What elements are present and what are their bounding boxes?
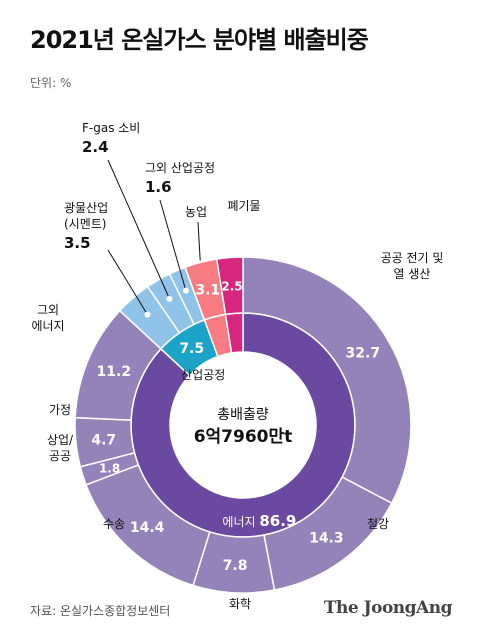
value-label-수송: 14.4 xyxy=(130,520,165,536)
center-label: 총배출량 xyxy=(217,407,269,423)
chart-title: 2021년 온실가스 분야별 배출비중 xyxy=(30,26,369,54)
inner-label-에너지: 에너지 86.9 xyxy=(222,512,296,530)
category-label-f-gas-소비: F-gas 소비 2.4 xyxy=(82,121,140,156)
leader-line-그외-산업공정 xyxy=(159,199,187,291)
svg-text:(시멘트): (시멘트) xyxy=(64,217,106,231)
svg-text:상업/: 상업/ xyxy=(47,433,74,447)
value-label-공공-전기-및-열-생산: 32.7 xyxy=(346,346,381,362)
value-label-그외-에너지: 11.2 xyxy=(97,364,132,380)
category-label-폐기물: 폐기물 xyxy=(227,199,260,213)
outer-slice-폐기물 xyxy=(215,256,244,316)
category-label-가정: 가정 xyxy=(49,403,71,417)
category-label-그외-산업공정: 그외 산업공정 1.6 xyxy=(145,161,215,196)
svg-text:F-gas 소비: F-gas 소비 xyxy=(82,121,140,135)
svg-text:가정: 가정 xyxy=(49,403,71,417)
category-label-광물산업-시멘트: 광물산업 (시멘트) 3.5 xyxy=(64,201,108,252)
center-value: 6억7960만t xyxy=(194,427,293,447)
svg-text:에너지: 에너지 xyxy=(31,319,64,333)
svg-text:폐기물: 폐기물 xyxy=(227,199,260,213)
category-label-수송: 수송 xyxy=(103,517,125,531)
marker-dot-f-gas-소비 xyxy=(166,295,173,302)
svg-text:열 생산: 열 생산 xyxy=(394,267,431,281)
svg-text:1.6: 1.6 xyxy=(145,178,172,196)
value-label-철강: 14.3 xyxy=(309,530,344,546)
inner-value-산업공정: 7.5 xyxy=(179,341,204,357)
marker-dot-그외-산업공정 xyxy=(182,287,189,294)
marker-dot-광물산업-시멘트 xyxy=(144,311,151,318)
value-label-상업-공공: 1.8 xyxy=(99,461,120,475)
leader-line-agriculture xyxy=(197,221,201,261)
svg-text:공공: 공공 xyxy=(49,449,71,463)
outer-slice-공공-전기-및-열-생산 xyxy=(242,256,412,505)
svg-text:광물산업: 광물산업 xyxy=(64,201,108,215)
svg-text:그외: 그외 xyxy=(37,303,59,317)
inner-name-산업공정: 산업공정 xyxy=(181,368,225,382)
category-label-철강: 철강 xyxy=(367,517,389,531)
category-label-공공-전기-및-열-생산: 공공 전기 및열 생산 xyxy=(381,251,444,281)
svg-text:공공 전기 및: 공공 전기 및 xyxy=(381,251,444,265)
value-label-가정: 4.7 xyxy=(91,432,116,448)
source-note: 자료: 온실가스종합정보센터 xyxy=(30,604,171,618)
svg-text:수송: 수송 xyxy=(103,517,125,531)
svg-text:그외 산업공정: 그외 산업공정 xyxy=(145,161,215,175)
value-label-화학: 7.8 xyxy=(223,558,248,574)
value-label-농업: 3.1 xyxy=(195,283,220,299)
unit-label: 단위: % xyxy=(30,76,72,90)
svg-text:3.5: 3.5 xyxy=(64,234,91,252)
leader-line-f-gas-소비 xyxy=(107,159,170,300)
svg-text:2.4: 2.4 xyxy=(82,138,109,156)
category-label-상업-공공: 상업/공공 xyxy=(47,433,74,463)
category-label-농업: 농업 xyxy=(185,205,207,219)
category-label-화학: 화학 xyxy=(229,597,251,611)
value-label-폐기물: 2.5 xyxy=(221,279,242,293)
brand-logo: The JoongAng xyxy=(323,598,453,618)
svg-text:화학: 화학 xyxy=(229,597,251,611)
svg-text:농업: 농업 xyxy=(185,205,207,219)
leader-line-광물산업-시멘트 xyxy=(107,249,148,315)
svg-text:철강: 철강 xyxy=(367,517,389,531)
